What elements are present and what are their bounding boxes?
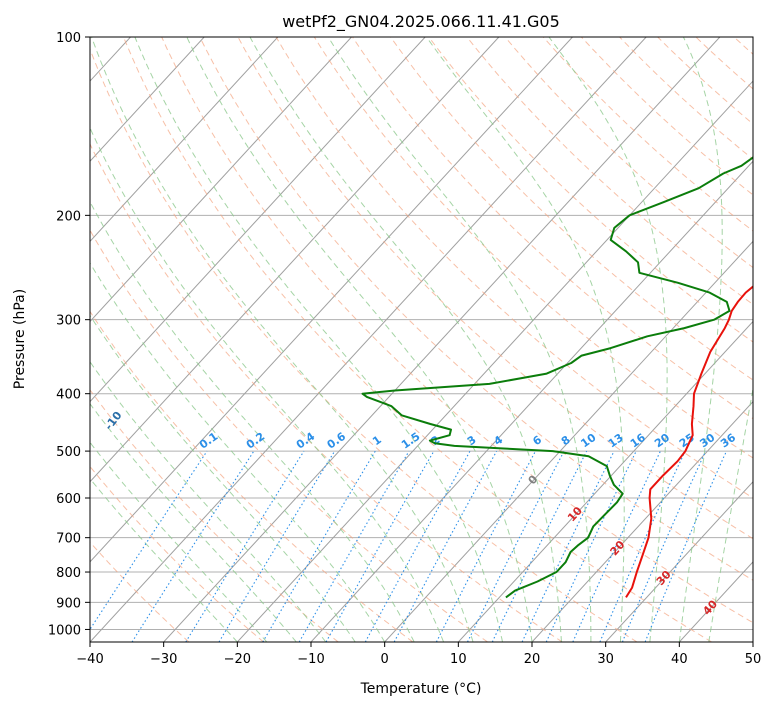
x-tick-label: 20 [524, 652, 541, 667]
x-axis: −40 −30 −20 −10 0 10 20 30 40 50 [76, 642, 761, 667]
y-tick-label: 200 [56, 209, 81, 224]
x-tick-label: 30 [597, 652, 614, 667]
mixing-ratio-line [131, 450, 255, 642]
x-tick-label: −10 [297, 652, 324, 667]
dry-adiabat-line [390, 37, 753, 381]
mixing-ratio-line [325, 450, 435, 642]
x-tick-label: 10 [450, 652, 467, 667]
y-tick-label: 900 [56, 596, 81, 611]
chart-title: wetPf2_GN04.2025.066.11.41.G05 [282, 12, 560, 32]
dry-adiabat-line [199, 37, 753, 581]
isotherm-line [605, 480, 753, 642]
isotherm-line [236, 80, 753, 642]
y-tick-label: 600 [56, 492, 81, 507]
y-axis-label: Pressure (hPa) [12, 289, 28, 389]
x-tick-label: −20 [224, 652, 251, 667]
moist-adiabat-line [91, 37, 474, 642]
moist-adiabat-line [678, 37, 723, 642]
x-tick-label: 0 [381, 652, 389, 667]
dry-adiabat-line [90, 47, 638, 642]
dewpoint-profile-line [361, 156, 753, 599]
mixing-ratio-line [185, 450, 305, 642]
isotherm-line [90, 37, 647, 642]
moist-adiabat-line [90, 402, 297, 642]
moist-adiabat-line [327, 37, 592, 642]
moist-adiabat-line [186, 37, 533, 642]
isotherm-line [90, 37, 279, 243]
moist-adiabat-line [708, 386, 753, 642]
isotherm-line [163, 37, 721, 642]
y-tick-label: 100 [56, 31, 81, 46]
mixing-ratio-line [491, 450, 588, 642]
moist-adiabat-line [134, 37, 503, 642]
isotherm-line [90, 37, 352, 323]
y-axis: 100 200 300 400 500 600 700 800 900 1000 [48, 31, 90, 638]
moist-adiabats [90, 37, 753, 642]
x-tick-label: −40 [76, 652, 103, 667]
dry-adiabat-line [90, 541, 190, 642]
moist-adiabat-line [90, 262, 386, 642]
isotherm-line [90, 37, 426, 403]
mixing-ratio-line [393, 450, 498, 642]
dry-adiabat-line [313, 37, 753, 459]
y-tick-label: 300 [56, 314, 81, 329]
dry-adiabat-line [275, 37, 753, 499]
moist-adiabat-line [425, 37, 625, 642]
isotherm-line [90, 37, 500, 483]
dry-adiabat-line [123, 37, 712, 642]
moist-adiabat-line [90, 360, 327, 642]
dry-adiabat-line [90, 229, 488, 642]
temperature-profile-line [625, 285, 753, 598]
moist-adiabat-line [90, 126, 445, 642]
mixing-ratio-line [467, 450, 565, 642]
mixing-ratio-line [90, 450, 208, 631]
isotherm-line [90, 37, 573, 563]
isotherm-line [457, 320, 753, 642]
x-tick-label: −30 [150, 652, 177, 667]
moist-adiabat-line [548, 37, 668, 642]
y-tick-label: 500 [56, 445, 81, 460]
dry-adiabat-line [237, 37, 753, 540]
mixing-ratio-line [644, 450, 727, 642]
dry-adiabat-line [352, 37, 753, 420]
mixing-ratio-line [621, 450, 707, 642]
x-tick-label: 40 [671, 652, 688, 667]
plot-area: -100-90-80-70-60-50-40-30-20-10 0.10.20.… [90, 37, 753, 642]
moist-adiabat-line [90, 200, 415, 642]
mixing-ratio-lines [90, 450, 727, 642]
mixing-ratio-line [218, 450, 336, 642]
dry-adiabat-line [90, 465, 264, 642]
plot-frame [89, 36, 754, 643]
y-tick-label: 1000 [48, 623, 81, 638]
mixing-ratio-line [599, 450, 686, 642]
isotherm-line [531, 400, 753, 642]
y-tick-label: 800 [56, 566, 81, 581]
x-axis-label: Temperature (°C) [360, 681, 482, 697]
moist-adiabat-line [90, 314, 356, 642]
dry-adiabat-line [161, 37, 753, 624]
y-tick-label: 400 [56, 388, 81, 403]
sounding-profiles [361, 156, 753, 599]
dry-adiabat-line [90, 142, 563, 642]
isotherm-line [384, 240, 753, 642]
moist-adiabat-line [249, 37, 562, 642]
mixing-ratio-line [364, 450, 471, 642]
y-tick-label: 700 [56, 532, 81, 547]
isotherm-line [90, 37, 205, 162]
x-tick-label: 50 [745, 652, 762, 667]
